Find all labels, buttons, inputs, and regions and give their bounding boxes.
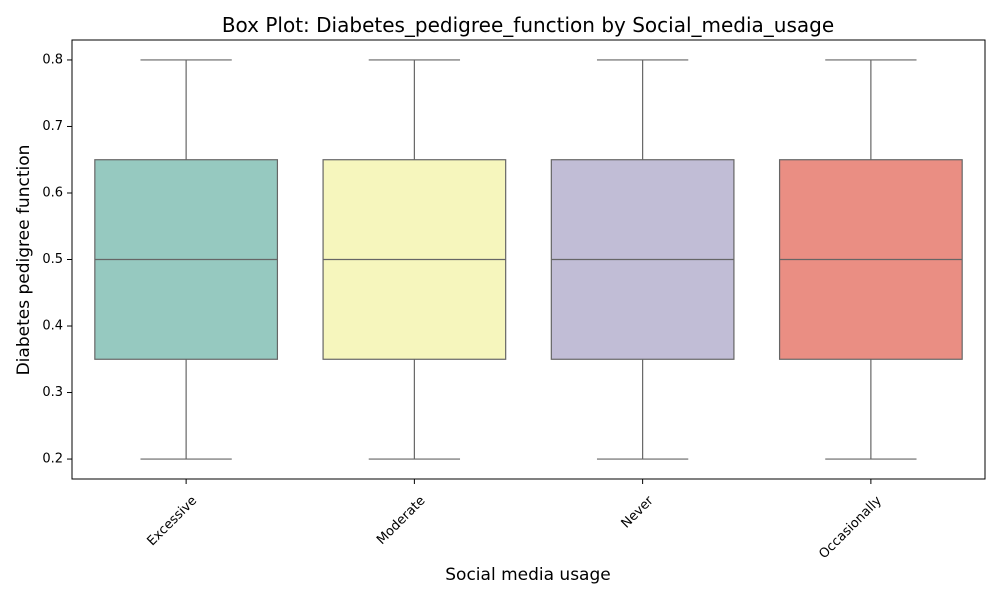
y-axis-label: Diabetes pedigree function — [14, 145, 34, 376]
plot-frame — [71, 39, 986, 480]
y-tick-label: 0.3 — [42, 385, 63, 400]
x-tick-label-excessive: Excessive — [145, 493, 201, 549]
y-tick-label: 0.8 — [42, 52, 63, 67]
y-tick-label: 0.2 — [42, 452, 63, 467]
x-tick-label-occasionally: Occasionally — [816, 493, 885, 562]
x-tick-label-moderate: Moderate — [374, 493, 428, 547]
y-tick-label: 0.5 — [42, 252, 63, 267]
x-axis-label: Social media usage — [445, 565, 610, 585]
x-tick-label-never: Never — [619, 493, 657, 531]
plot-area: Excessive Moderate Never Occasionally 0.2 0.3… — [42, 39, 986, 562]
y-tick-label: 0.4 — [42, 319, 63, 334]
chart-title: Box Plot: Diabetes_pedigree_function by … — [222, 13, 834, 37]
y-tick-label: 0.7 — [42, 119, 63, 134]
y-tick-label: 0.6 — [42, 185, 63, 200]
